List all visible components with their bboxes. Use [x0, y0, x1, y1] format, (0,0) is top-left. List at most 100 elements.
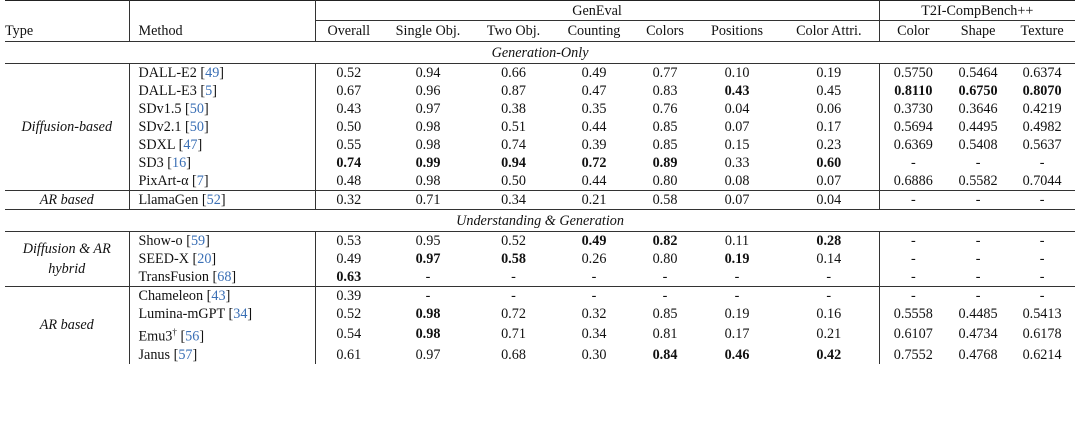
value-cell: 0.5413 — [1022, 306, 1062, 322]
value-cell: 0.52 — [474, 231, 553, 250]
value-cell: 0.98 — [415, 119, 441, 135]
citation-link[interactable]: 57 — [178, 346, 193, 363]
value-cell: 0.42 — [779, 345, 880, 364]
table-row: SDXL [47] 0.55 0.98 0.74 0.39 0.85 0.15 0.23 0.6… — [5, 136, 1075, 154]
method-cell: SDv1.5 [50] — [129, 100, 316, 118]
value-cell: 0.80 — [652, 173, 678, 189]
col-header: Two Obj. — [474, 20, 553, 42]
method-name: Janus — [138, 346, 171, 363]
method-name: DALL-E2 — [138, 65, 197, 81]
value-cell: 0.3646 — [958, 101, 998, 117]
value-cell: - — [662, 269, 668, 285]
value-cell: 0.51 — [501, 119, 526, 135]
method-cell: Janus [57] — [129, 345, 316, 364]
value-cell: - — [1009, 190, 1076, 210]
method-name: SDv1.5 — [138, 101, 182, 117]
value-cell: 0.48 — [336, 173, 362, 189]
value-cell: - — [553, 286, 635, 305]
value-cell: - — [779, 268, 880, 287]
table-row: Lumina-mGPT [34] 0.52 0.98 0.72 0.32 0.85 0.19… — [5, 305, 1075, 323]
value-cell: 0.35 — [581, 101, 607, 117]
value-cell: 0.30 — [581, 346, 607, 363]
method-name: Lumina-mGPT — [138, 306, 225, 322]
value-cell: 0.4495 — [958, 119, 998, 135]
value-cell: 0.74 — [336, 155, 362, 171]
method-cell: SEED-X [20] — [129, 250, 316, 268]
value-cell: 0.17 — [779, 118, 880, 136]
value-cell: 0.54 — [336, 326, 362, 343]
method-cell: Emu3† [56] — [129, 323, 316, 346]
value-cell: 0.4768 — [958, 346, 998, 363]
value-cell: - — [947, 190, 1010, 210]
value-cell: 0.11 — [695, 231, 779, 250]
value-cell: 0.8070 — [1022, 83, 1062, 99]
col-header: Single Obj. — [382, 20, 474, 42]
value-cell: - — [591, 269, 597, 285]
value-cell: 0.6369 — [893, 137, 933, 153]
citation-link[interactable]: 5 — [205, 83, 213, 99]
value-cell: 0.66 — [474, 63, 553, 82]
value-cell: 0.34 — [474, 190, 553, 210]
type-label-line1: Diffusion & AR — [22, 241, 111, 257]
value-cell: 0.81 — [652, 326, 678, 343]
dagger-mark: † — [172, 327, 177, 337]
table-row: Diffusion & AR hybrid Show-o [59] 0.53 0.95 0… — [5, 231, 1076, 287]
value-cell: 0.72 — [501, 306, 526, 322]
results-table: GenEval T2I-CompBench++ Type Method Over… — [5, 0, 1076, 364]
value-cell: 0.98 — [415, 173, 441, 189]
value-cell: 0.26 — [581, 251, 607, 267]
table-row: SD3 [16] 0.74 0.99 0.94 0.72 0.89 0.33 0.60 - - - — [5, 154, 1075, 172]
method-cell: TransFusion [68] — [129, 268, 316, 287]
value-cell: 0.06 — [779, 100, 880, 118]
method-name: PixArt-α — [138, 173, 189, 189]
value-cell: - — [947, 231, 1010, 250]
value-cell: 0.38 — [501, 101, 526, 117]
value-cell: 0.58 — [501, 251, 526, 267]
method-name: SEED-X — [138, 251, 189, 267]
value-cell: 0.6107 — [893, 326, 933, 343]
citation-link[interactable]: 20 — [197, 251, 212, 267]
value-cell: 0.84 — [652, 346, 678, 363]
citation-link[interactable]: 68 — [217, 269, 232, 285]
value-cell: 0.4485 — [958, 306, 998, 322]
citation-link[interactable]: 47 — [183, 137, 198, 153]
table-row: DALL-E3 [5] 0.67 0.96 0.87 0.47 0.83 0.43 0.45 0… — [5, 82, 1075, 100]
method-header: Method — [129, 20, 316, 42]
value-cell: 0.07 — [724, 119, 750, 135]
method-cell: LlamaGen [52] — [129, 190, 316, 210]
citation-link[interactable]: 52 — [206, 192, 221, 208]
citation-link[interactable]: 7 — [196, 173, 204, 189]
value-cell: 0.77 — [635, 63, 695, 82]
value-cell: 0.94 — [501, 155, 526, 171]
citation-link[interactable]: 49 — [205, 65, 220, 81]
value-cell: 0.85 — [652, 119, 678, 135]
method-cell: SDv2.1 [50] — [129, 118, 316, 136]
citation-link[interactable]: 34 — [233, 306, 248, 322]
citation-link[interactable]: 50 — [189, 101, 204, 117]
value-cell: 0.49 — [336, 251, 362, 267]
value-cell: 0.44 — [581, 119, 607, 135]
citation-link[interactable]: 43 — [211, 288, 226, 304]
value-cell: 0.28 — [779, 231, 880, 250]
value-cell: 0.47 — [581, 83, 607, 99]
value-cell: 0.6178 — [1022, 326, 1062, 343]
value-cell: 0.76 — [652, 101, 678, 117]
citation-link[interactable]: 56 — [185, 328, 200, 345]
value-cell: 0.46 — [724, 346, 750, 363]
value-cell: 0.5582 — [958, 173, 998, 189]
citation-link[interactable]: 50 — [189, 119, 204, 135]
value-cell: - — [695, 286, 779, 305]
value-cell: - — [879, 231, 948, 250]
value-cell: 0.5637 — [1022, 137, 1062, 153]
t2i-group-header: T2I-CompBench++ — [879, 0, 1076, 21]
value-cell: 0.4734 — [958, 326, 998, 343]
type-cell: Diffusion-based — [5, 63, 130, 191]
col-header: Overall — [315, 20, 382, 42]
citation-link[interactable]: 59 — [190, 233, 206, 249]
method-cell: SD3 [16] — [129, 154, 316, 172]
method-name: Emu3 — [138, 328, 173, 345]
citation-link[interactable]: 16 — [172, 155, 187, 171]
value-cell: 0.19 — [724, 251, 750, 267]
value-cell: - — [879, 190, 948, 210]
value-cell: 0.07 — [695, 190, 779, 210]
